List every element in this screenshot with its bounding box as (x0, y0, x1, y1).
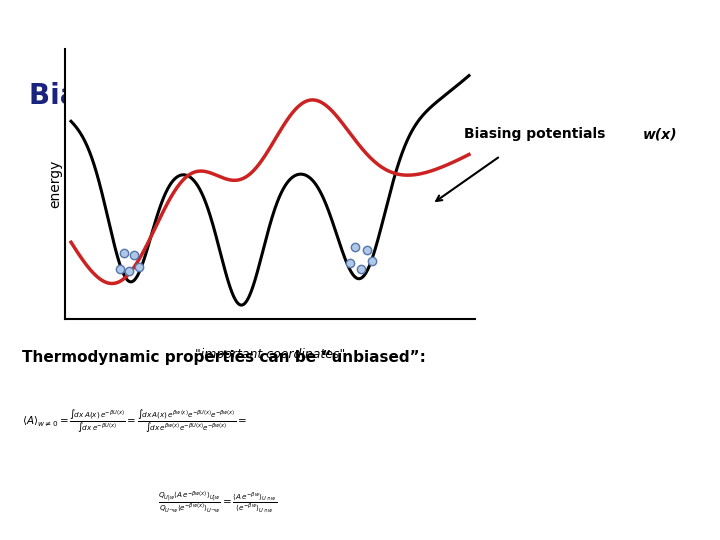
Text: $\frac{Q_{U|w}\langle A\, e^{-\beta w(x)}\rangle_{U|w}}{Q_{U\neg w}\langle e^{-\: $\frac{Q_{U|w}\langle A\, e^{-\beta w(x)… (158, 490, 278, 515)
Text: "important coordinates": "important coordinates" (195, 348, 345, 361)
Text: Thermodynamic properties can be “unbiased”:: Thermodynamic properties can be “unbiase… (22, 350, 426, 366)
Y-axis label: energy: energy (48, 159, 62, 208)
Text: Biased Sampling: Biased Sampling (29, 82, 289, 110)
Text: $\langle A \rangle_{w \neq 0} = \frac{\int\!dx\, A(x)\, e^{-\beta U(x)}}{\int\!d: $\langle A \rangle_{w \neq 0} = \frac{\i… (22, 408, 246, 435)
Text: UNIVERSITY*: UNIVERSITY* (36, 37, 85, 46)
Text: Biasing potentials: Biasing potentials (464, 127, 611, 141)
Text: w(x): w(x) (643, 127, 678, 141)
Text: TEMPLE: TEMPLE (36, 8, 123, 26)
